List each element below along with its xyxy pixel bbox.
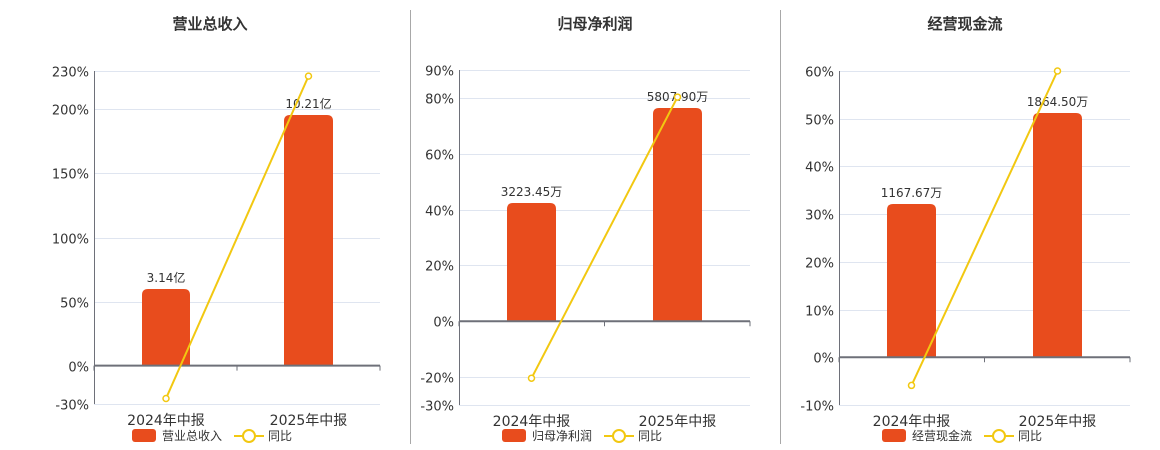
y-tick-label: -30% (55, 399, 89, 414)
y-tick-label: 40% (805, 161, 834, 176)
y-tick-label: -30% (420, 400, 454, 415)
bar-value-label: 1864.50万 (1027, 95, 1089, 109)
yoy-line (910, 70, 1059, 386)
chart-title: 营业总收入 (172, 15, 248, 33)
legend-line-label[interactable]: 同比 (268, 429, 293, 443)
chart-title: 经营现金流 (927, 15, 1003, 33)
bar-value-label: 3223.45万 (501, 185, 563, 199)
y-tick-label: 100% (52, 233, 89, 248)
panel-divider (410, 10, 411, 444)
legend-bar-label[interactable]: 经营现金流 (912, 429, 973, 443)
x-category-label: 2025年中报 (270, 413, 348, 429)
line-series-circle-icon[interactable] (604, 429, 635, 443)
y-tick-label: 0% (68, 361, 89, 376)
bar[interactable] (1033, 113, 1082, 358)
yoy-point[interactable] (1053, 67, 1062, 75)
bar-value-label: 3.14亿 (147, 270, 186, 285)
y-tick-label: 60% (425, 149, 454, 164)
x-category-label: 2025年中报 (639, 414, 717, 430)
bar-series-swatch[interactable] (882, 429, 906, 442)
line-series-circle-icon[interactable] (984, 429, 1015, 443)
y-tick-label: 40% (425, 205, 454, 220)
y-tick-label: 150% (52, 168, 89, 183)
x-category-label: 2024年中报 (493, 414, 571, 430)
yoy-point[interactable] (304, 72, 313, 80)
x-category-label: 2024年中报 (127, 413, 205, 429)
yoy-point[interactable] (527, 374, 536, 382)
y-tick-label: 80% (425, 93, 454, 108)
bar[interactable] (284, 115, 333, 366)
chart-panel-revenue: 营业总收入 (20, 0, 400, 450)
y-tick-label: 0% (433, 316, 454, 331)
y-tick-label: 10% (805, 305, 834, 320)
bar-value-label: 10.21亿 (285, 96, 331, 111)
line-series-circle-icon[interactable] (234, 429, 265, 443)
bar-series-swatch[interactable] (502, 429, 526, 442)
y-tick-label: 20% (425, 260, 454, 275)
bar[interactable] (507, 203, 556, 322)
y-tick-label: 230% (52, 66, 89, 81)
legend-line-label[interactable]: 同比 (1018, 429, 1043, 443)
y-tick-label: -20% (420, 372, 454, 387)
x-category-label: 2024年中报 (873, 414, 951, 430)
chart-panel-cashflow: 经营现金流 (780, 0, 1150, 450)
y-tick-label: 30% (805, 209, 834, 224)
y-tick-label: 200% (52, 104, 89, 119)
y-tick-label: 60% (805, 66, 834, 81)
legend-bar-label[interactable]: 营业总收入 (162, 429, 223, 443)
y-tick-label: 50% (60, 297, 89, 312)
yoy-point[interactable] (162, 394, 170, 403)
legend-bar-label[interactable]: 归母净利润 (532, 429, 593, 443)
chart-legend: 归母净利润 同比 (502, 427, 662, 444)
chart-legend: 营业总收入 同比 (132, 427, 292, 444)
yoy-line (165, 75, 310, 399)
yoy-line (530, 96, 679, 379)
panel-divider (780, 10, 781, 444)
bar[interactable] (142, 289, 190, 366)
x-category-label: 2025年中报 (1019, 414, 1097, 430)
y-tick-label: 50% (805, 114, 834, 129)
y-tick-label: -10% (800, 400, 834, 415)
legend-line-label[interactable]: 同比 (638, 429, 663, 443)
bar-value-label: 1167.67万 (881, 186, 943, 200)
bar[interactable] (887, 204, 936, 358)
bar[interactable] (653, 108, 702, 322)
y-tick-label: 20% (805, 257, 834, 272)
chart-legend: 经营现金流 同比 (882, 427, 1042, 444)
yoy-point[interactable] (907, 381, 916, 390)
bar-series-swatch[interactable] (132, 429, 156, 442)
chart-title: 归母净利润 (557, 15, 633, 33)
yoy-point[interactable] (673, 93, 682, 101)
y-tick-label: 0% (813, 352, 834, 367)
chart-panel-net-profit: 归母净利润 (410, 0, 780, 450)
y-tick-label: 90% (425, 65, 454, 80)
